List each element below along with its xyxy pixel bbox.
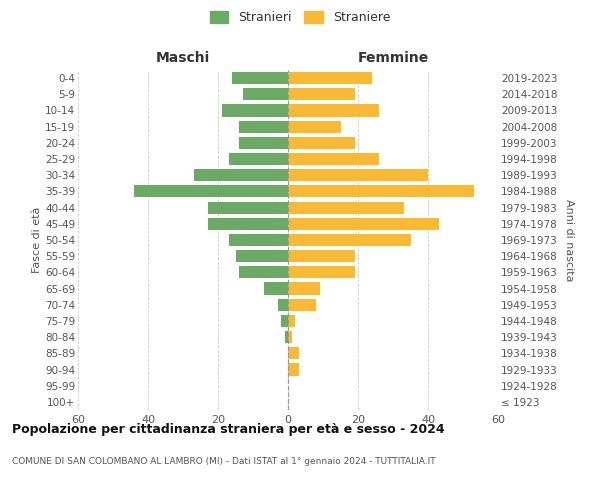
- Bar: [239, 266, 288, 278]
- Bar: [288, 298, 316, 311]
- Bar: [229, 234, 288, 246]
- Bar: [263, 282, 288, 294]
- Bar: [288, 315, 295, 327]
- Text: Maschi: Maschi: [156, 51, 210, 65]
- Bar: [134, 186, 288, 198]
- Bar: [193, 169, 288, 181]
- Bar: [288, 186, 473, 198]
- Bar: [284, 331, 288, 343]
- Bar: [288, 331, 292, 343]
- Bar: [277, 298, 288, 311]
- Bar: [288, 348, 299, 360]
- Bar: [288, 266, 355, 278]
- Legend: Stranieri, Straniere: Stranieri, Straniere: [209, 11, 391, 24]
- Bar: [288, 88, 355, 101]
- Bar: [288, 282, 320, 294]
- Text: Femmine: Femmine: [358, 51, 428, 65]
- Bar: [242, 88, 288, 101]
- Bar: [288, 202, 404, 213]
- Bar: [288, 234, 410, 246]
- Text: COMUNE DI SAN COLOMBANO AL LAMBRO (MI) - Dati ISTAT al 1° gennaio 2024 - TUTTITA: COMUNE DI SAN COLOMBANO AL LAMBRO (MI) -…: [12, 458, 436, 466]
- Bar: [288, 169, 428, 181]
- Bar: [208, 218, 288, 230]
- Bar: [221, 104, 288, 117]
- Bar: [288, 104, 379, 117]
- Bar: [239, 137, 288, 149]
- Bar: [288, 250, 355, 262]
- Bar: [288, 153, 379, 165]
- Bar: [239, 120, 288, 132]
- Bar: [288, 218, 439, 230]
- Bar: [288, 364, 299, 376]
- Y-axis label: Anni di nascita: Anni di nascita: [564, 198, 574, 281]
- Bar: [288, 120, 341, 132]
- Bar: [288, 72, 372, 84]
- Bar: [235, 250, 288, 262]
- Bar: [288, 137, 355, 149]
- Y-axis label: Fasce di età: Fasce di età: [32, 207, 42, 273]
- Bar: [208, 202, 288, 213]
- Text: Popolazione per cittadinanza straniera per età e sesso - 2024: Popolazione per cittadinanza straniera p…: [12, 422, 445, 436]
- Bar: [229, 153, 288, 165]
- Bar: [281, 315, 288, 327]
- Bar: [232, 72, 288, 84]
